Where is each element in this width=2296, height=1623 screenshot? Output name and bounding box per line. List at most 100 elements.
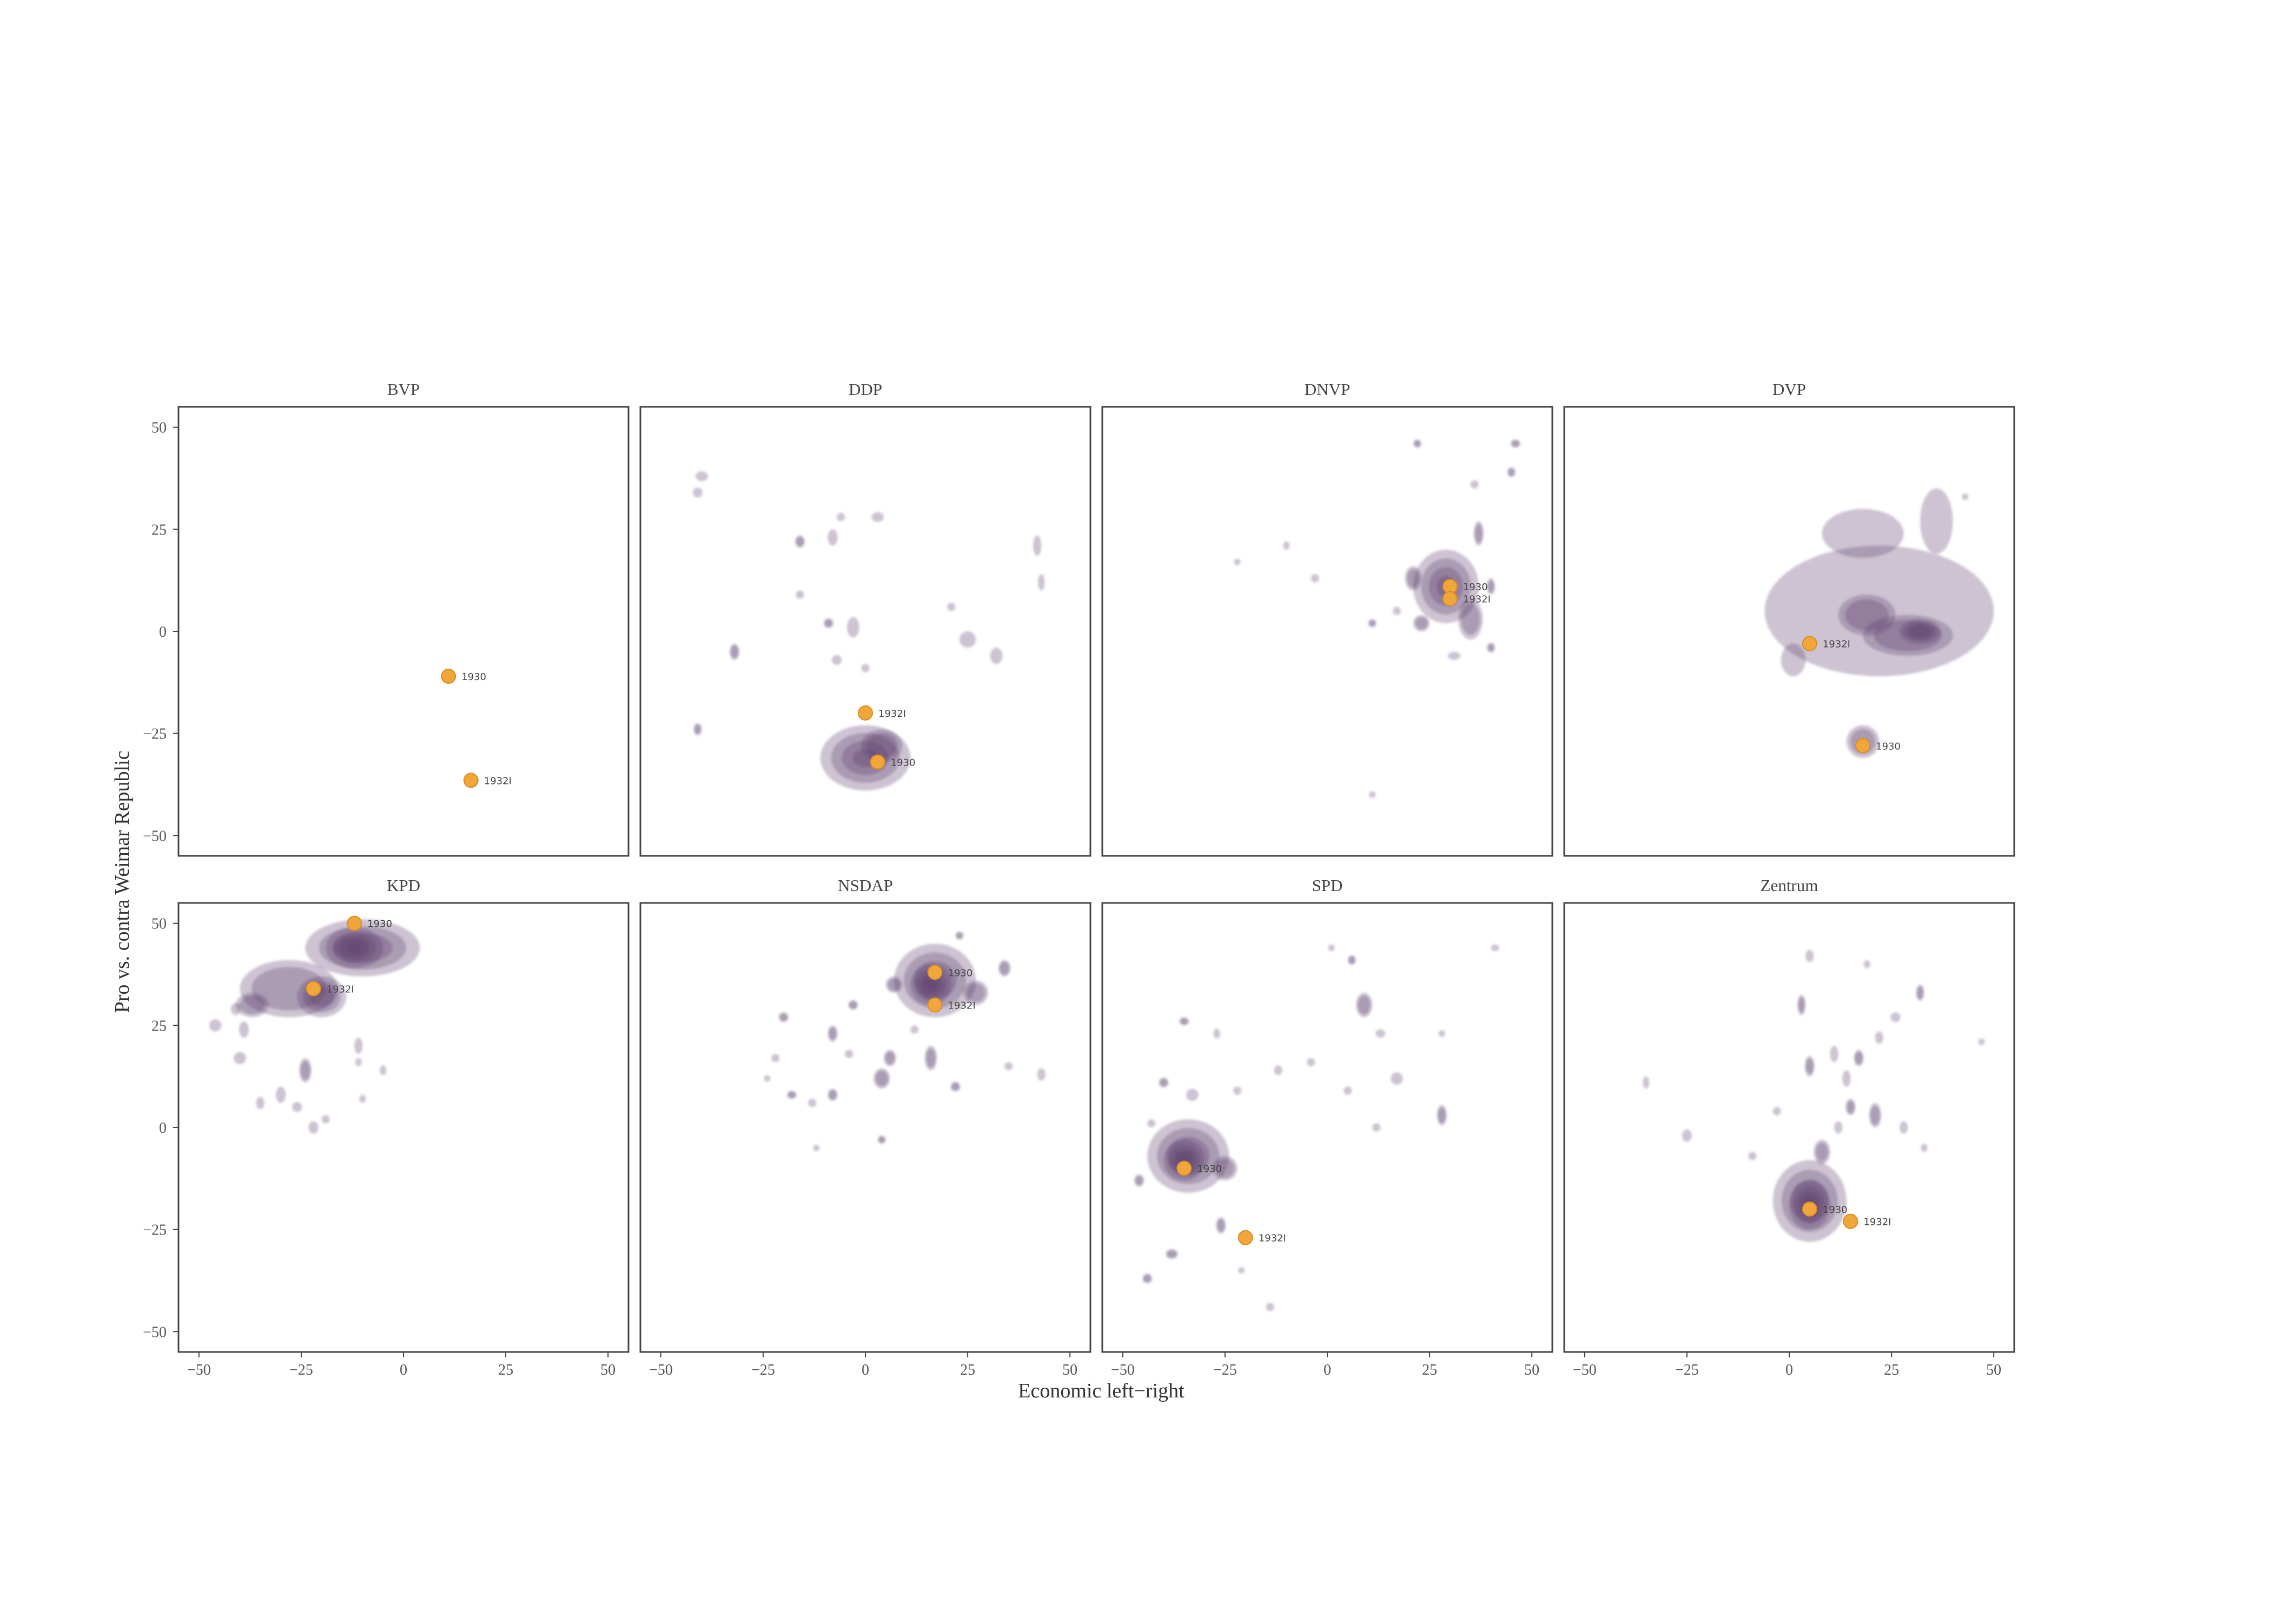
election-point: [927, 965, 943, 980]
panel-frame: [639, 406, 1091, 857]
density-spd: [1134, 944, 1499, 1311]
panel-bvp: BVP −50 −25 0 25 50 1930 1932I: [143, 380, 630, 857]
density-dnvp: [1234, 439, 1521, 798]
density-contour: [1234, 558, 1241, 565]
x-tick-label: −50: [649, 1362, 673, 1378]
density-contour: [1375, 1029, 1386, 1038]
density-contour: [1143, 1275, 1152, 1283]
election-point: [1843, 1213, 1858, 1229]
density-contour: [990, 648, 1003, 664]
density-contour: [1842, 1070, 1851, 1087]
y-tick-label: 50: [151, 916, 167, 933]
density-contour: [1448, 651, 1460, 660]
election-point: [1802, 636, 1817, 651]
election-point-label: 1932I: [1259, 1233, 1286, 1244]
election-point: [463, 773, 479, 788]
density-contour: [764, 1075, 771, 1082]
density-contour: [1311, 574, 1319, 583]
x-tick-label: −25: [1675, 1362, 1699, 1378]
density-contour: [796, 537, 804, 546]
election-point: [441, 669, 456, 684]
density-contour: [694, 724, 701, 734]
x-tick-label: 50: [1524, 1362, 1539, 1378]
density-contour: [300, 1061, 310, 1080]
density-contour: [846, 617, 859, 638]
election-point: [347, 915, 362, 931]
y-axis-label: Pro vs. contra Weimar Republic: [111, 751, 134, 1013]
density-contour: [1180, 1018, 1188, 1025]
panel-frame: [1101, 406, 1553, 857]
density-contour: [1917, 986, 1923, 999]
density-contour: [1135, 1176, 1143, 1185]
density-contour: [1438, 1030, 1445, 1037]
election-point-label: 1932I: [1823, 639, 1850, 650]
density-contour: [1816, 1143, 1829, 1162]
density-contour: [1344, 1086, 1352, 1095]
election-point-label: 1932I: [484, 775, 512, 787]
x-tick-label: 25: [498, 1362, 513, 1378]
density-contour: [966, 983, 985, 1002]
panel-nsdap: NSDAP −50 −25 0 25 50 1930 1932I: [639, 876, 1091, 1378]
density-contour: [1487, 580, 1494, 593]
panel-title: NSDAP: [838, 876, 893, 895]
density-contour: [292, 1102, 302, 1112]
density-contour: [885, 1052, 895, 1065]
density-contour: [1283, 542, 1290, 550]
panel-frame: [177, 902, 630, 1353]
density-contour: [355, 1058, 362, 1066]
density-contour: [1238, 1267, 1245, 1274]
density-contour: [1213, 1028, 1220, 1039]
density-contour: [256, 1097, 264, 1110]
density-contour: [1900, 1121, 1908, 1134]
density-contour: [1772, 1107, 1781, 1116]
election-point-label: 1932I: [948, 1000, 976, 1012]
density-contour: [346, 942, 363, 954]
election-point-label: 1932I: [1463, 594, 1491, 605]
election-point: [1855, 738, 1871, 754]
x-tick-label: 25: [1884, 1362, 1899, 1378]
y-tick-label: −25: [143, 1222, 167, 1239]
density-contour: [825, 619, 832, 627]
density-contour: [1822, 509, 1904, 558]
density-contour: [1033, 535, 1042, 556]
density-contour: [1372, 1123, 1381, 1132]
panel-title: Zentrum: [1761, 876, 1818, 895]
density-contour: [1415, 617, 1428, 630]
density-contour: [1920, 488, 1953, 554]
density-contour: [1266, 1303, 1274, 1311]
x-axis-label: Economic left−right: [1018, 1380, 1185, 1402]
election-point-label: 1930: [461, 671, 486, 683]
y-tick-label: 25: [151, 522, 167, 538]
density-contour: [861, 664, 870, 672]
x-tick-label: −25: [1213, 1362, 1237, 1378]
density-contour: [380, 1065, 387, 1076]
density-contour: [875, 1071, 888, 1086]
density-contour: [829, 1027, 837, 1040]
election-point-label: 1930: [1197, 1163, 1222, 1175]
density-contour: [209, 1019, 222, 1032]
panel-title: DDP: [849, 380, 882, 399]
density-contour: [959, 631, 976, 648]
density-contour: [1186, 1088, 1199, 1101]
election-point-label: 1932I: [327, 984, 354, 995]
density-contour: [829, 1090, 837, 1100]
density-contour: [925, 979, 937, 991]
x-tick-label: 0: [400, 1362, 407, 1378]
density-contour: [1508, 468, 1515, 476]
density-contour: [1038, 574, 1045, 591]
density-contour: [239, 1021, 249, 1038]
density-contour: [779, 1013, 788, 1021]
density-nsdap: [764, 931, 1046, 1151]
density-contour: [1274, 1065, 1282, 1076]
density-contour: [1407, 569, 1420, 588]
density-contour: [1748, 1152, 1757, 1160]
panel-frame: [639, 902, 1091, 1353]
density-contour: [1834, 1121, 1843, 1134]
x-tick-label: 0: [1324, 1362, 1331, 1378]
x-tick-label: 50: [1062, 1362, 1077, 1378]
election-point: [870, 754, 885, 770]
election-point: [858, 705, 873, 721]
election-point-label: 1930: [948, 967, 973, 979]
election-point-label: 1930: [367, 919, 392, 930]
